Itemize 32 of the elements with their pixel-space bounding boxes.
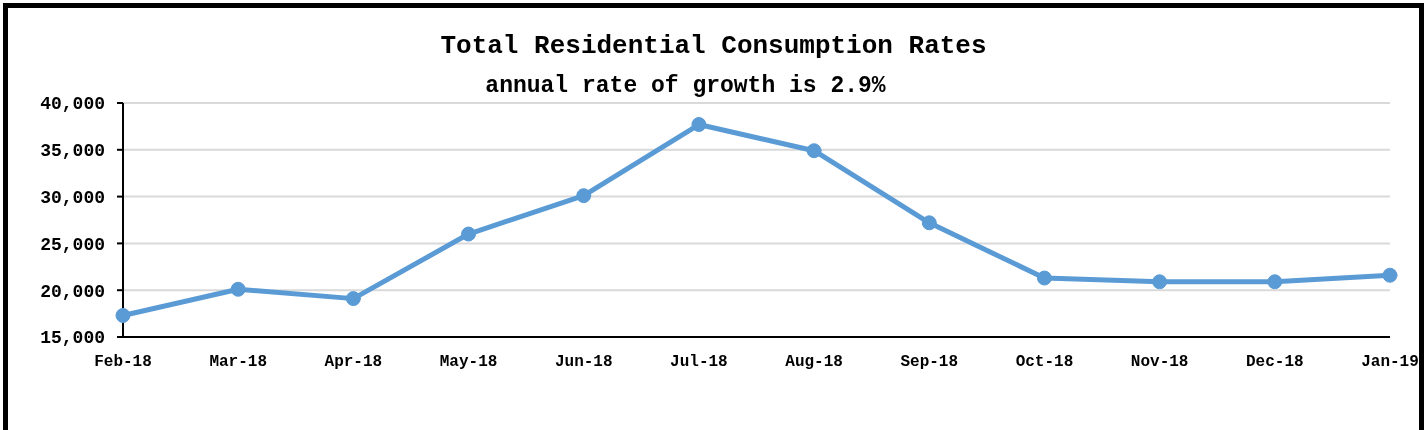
x-tick-label: Dec-18: [1246, 353, 1304, 372]
x-tick-label: Mar-18: [209, 353, 267, 372]
y-tick-label: 30,000: [40, 187, 105, 208]
point: [691, 117, 707, 133]
x-tick-label: Jun-18: [554, 353, 613, 372]
y-tick-label: 35,000: [40, 141, 105, 162]
chart-title: Total Residential Consumption Rates: [439, 30, 988, 62]
point: [1036, 270, 1052, 286]
point: [1267, 274, 1283, 290]
y-tick-label: 20,000: [40, 281, 105, 302]
point: [1382, 267, 1398, 283]
x-tick-label: Nov-18: [1130, 353, 1189, 372]
point: [461, 226, 477, 242]
x-tick-label: Oct-18: [1015, 353, 1074, 372]
point: [806, 143, 822, 159]
x-tick-label: Feb-18: [94, 353, 152, 372]
point: [1152, 274, 1168, 290]
point: [345, 291, 361, 307]
point: [115, 307, 131, 323]
x-tick-label: Jan-19: [1361, 353, 1419, 372]
point: [921, 215, 937, 231]
y-tick-label: 25,000: [40, 234, 105, 255]
x-tick-label: Sep-18: [900, 353, 959, 372]
x-tick-label: Apr-18: [324, 353, 383, 372]
x-tick-label: Jul-18: [670, 353, 728, 372]
x-tick-label: Aug-18: [785, 353, 843, 372]
x-tick-label: May-18: [439, 353, 498, 372]
y-tick-label: 40,000: [40, 94, 105, 115]
point: [576, 188, 592, 204]
point: [230, 281, 246, 297]
chart-subtitle: annual rate of growth is 2.9%: [485, 73, 886, 99]
y-tick-label: 15,000: [40, 328, 105, 349]
